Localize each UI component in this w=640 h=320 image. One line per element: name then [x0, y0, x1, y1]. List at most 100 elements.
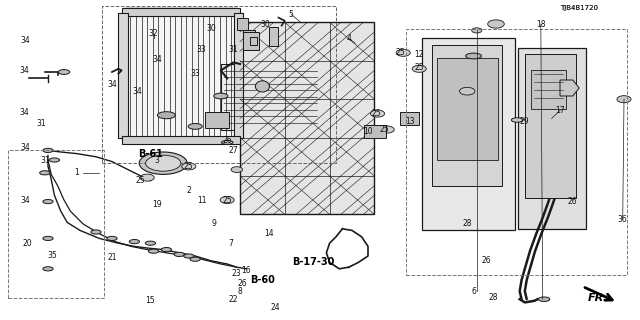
Text: 23: 23 — [232, 269, 242, 278]
Bar — [122, 8, 240, 16]
Ellipse shape — [146, 155, 180, 171]
Text: 25: 25 — [136, 176, 146, 185]
Ellipse shape — [145, 241, 156, 245]
Text: 18: 18 — [536, 20, 545, 28]
Ellipse shape — [184, 254, 194, 258]
Text: 34: 34 — [19, 66, 29, 75]
Text: 15: 15 — [145, 296, 156, 305]
Bar — [243, 32, 259, 50]
Bar — [125, 8, 237, 142]
Text: 25: 25 — [414, 63, 424, 72]
Ellipse shape — [43, 267, 53, 271]
Text: B-60: B-60 — [250, 275, 275, 285]
Text: 25: 25 — [222, 196, 232, 204]
Text: 17: 17 — [555, 106, 565, 115]
Text: 31: 31 — [40, 156, 50, 164]
Ellipse shape — [43, 200, 53, 204]
Circle shape — [472, 28, 482, 33]
Text: 27: 27 — [228, 146, 239, 155]
Bar — [118, 13, 128, 138]
Ellipse shape — [174, 252, 184, 257]
Text: 24: 24 — [270, 303, 280, 312]
Ellipse shape — [255, 81, 269, 92]
Text: 29: 29 — [520, 117, 530, 126]
Ellipse shape — [43, 148, 53, 153]
Text: 34: 34 — [20, 36, 31, 44]
Ellipse shape — [140, 152, 187, 174]
Text: 34: 34 — [107, 80, 117, 89]
Text: TJB4B1720: TJB4B1720 — [560, 5, 598, 11]
Ellipse shape — [129, 239, 140, 244]
Text: 33: 33 — [190, 69, 200, 78]
Ellipse shape — [58, 70, 70, 75]
Text: 16: 16 — [241, 266, 252, 275]
Text: 34: 34 — [20, 143, 31, 152]
Bar — [243, 30, 255, 42]
Circle shape — [488, 20, 504, 28]
Bar — [237, 18, 248, 30]
Bar — [234, 13, 243, 138]
Bar — [531, 70, 566, 109]
Text: 34: 34 — [20, 196, 31, 204]
Text: 33: 33 — [196, 45, 207, 54]
Text: 9: 9 — [212, 220, 217, 228]
Text: 7: 7 — [228, 239, 233, 248]
Bar — [221, 64, 320, 130]
Ellipse shape — [190, 257, 200, 261]
Ellipse shape — [466, 53, 482, 59]
Text: FR.: FR. — [588, 292, 609, 303]
Bar — [406, 29, 627, 275]
Text: 14: 14 — [264, 229, 274, 238]
Text: 5: 5 — [289, 10, 294, 19]
Text: 21: 21 — [108, 253, 116, 262]
Ellipse shape — [538, 297, 550, 301]
Text: 35: 35 — [47, 252, 58, 260]
Bar — [437, 58, 498, 160]
Text: 28: 28 — [488, 293, 497, 302]
Text: 11: 11 — [197, 196, 206, 204]
Text: B-61: B-61 — [138, 148, 163, 159]
Text: 26: 26 — [222, 136, 232, 145]
Text: 6: 6 — [471, 287, 476, 296]
Text: 31: 31 — [228, 45, 239, 54]
Bar — [102, 6, 336, 163]
Text: 34: 34 — [19, 108, 29, 116]
Polygon shape — [560, 80, 579, 96]
Text: 26: 26 — [237, 279, 247, 288]
Text: 31: 31 — [36, 119, 47, 128]
Circle shape — [412, 65, 426, 72]
Ellipse shape — [91, 230, 101, 234]
Text: 34: 34 — [152, 55, 162, 64]
Text: 13: 13 — [404, 117, 415, 126]
Ellipse shape — [161, 248, 172, 252]
Bar — [122, 136, 240, 144]
Circle shape — [220, 196, 234, 204]
Text: 22: 22 — [229, 295, 238, 304]
Circle shape — [380, 126, 394, 133]
Text: 25: 25 — [379, 125, 389, 134]
Bar — [240, 22, 374, 214]
Ellipse shape — [107, 236, 117, 241]
Text: 1: 1 — [74, 168, 79, 177]
Text: 10: 10 — [363, 127, 373, 136]
Bar — [364, 125, 386, 138]
Bar — [432, 45, 502, 186]
Bar — [205, 112, 229, 128]
Text: 26: 26 — [481, 256, 492, 265]
Text: 32: 32 — [148, 29, 159, 38]
Text: 28: 28 — [463, 220, 472, 228]
Text: 25: 25 — [184, 162, 194, 171]
Text: 36: 36 — [618, 215, 628, 224]
Text: 26: 26 — [568, 197, 578, 206]
Circle shape — [617, 96, 631, 103]
Circle shape — [231, 167, 243, 172]
Ellipse shape — [188, 124, 202, 129]
Circle shape — [182, 163, 196, 170]
Bar — [400, 112, 419, 125]
Bar — [422, 38, 515, 230]
Text: 30: 30 — [260, 20, 271, 28]
Bar — [8, 150, 104, 298]
Ellipse shape — [49, 158, 60, 162]
Circle shape — [460, 87, 475, 95]
Text: 3: 3 — [154, 156, 159, 164]
